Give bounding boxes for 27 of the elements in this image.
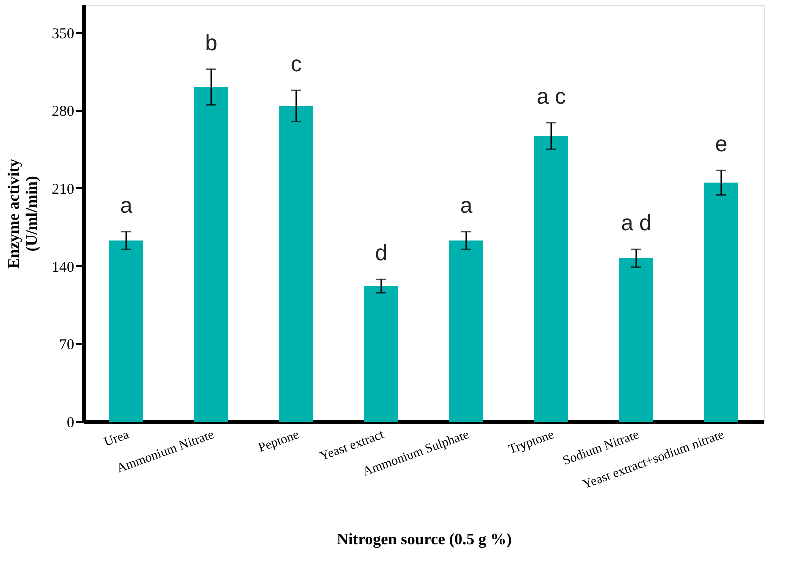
x-tick-label: Peptone — [256, 426, 302, 456]
y-tick-label: 0 — [67, 416, 74, 432]
annotation: a — [120, 192, 134, 218]
bar — [534, 136, 568, 422]
annotation: c — [291, 52, 302, 77]
bar — [620, 258, 654, 422]
annotation: a — [460, 192, 474, 218]
y-tick-label: 140 — [52, 260, 74, 276]
y-tick-label: 350 — [52, 26, 74, 42]
x-tick-label: Urea — [102, 426, 132, 450]
y-tick-label: 70 — [60, 338, 74, 354]
bar — [450, 240, 484, 422]
y-tick-label: 280 — [52, 104, 74, 120]
bar — [280, 106, 314, 422]
bar — [194, 87, 228, 422]
x-tick-label: Tryptone — [506, 426, 556, 457]
annotation: e — [715, 132, 728, 157]
bar — [704, 182, 738, 422]
x-axis-title: Nitrogen source (0.5 g %) — [337, 532, 512, 549]
bar — [110, 240, 144, 422]
bar — [364, 286, 398, 422]
annotation: a c — [536, 84, 566, 109]
y-tick-label: 210 — [52, 182, 74, 198]
annotation: d — [375, 240, 388, 266]
annotation: a d — [621, 210, 652, 236]
y-axis-title: Enzyme activity (U/ml/min) — [6, 159, 41, 269]
annotation: b — [205, 30, 218, 56]
